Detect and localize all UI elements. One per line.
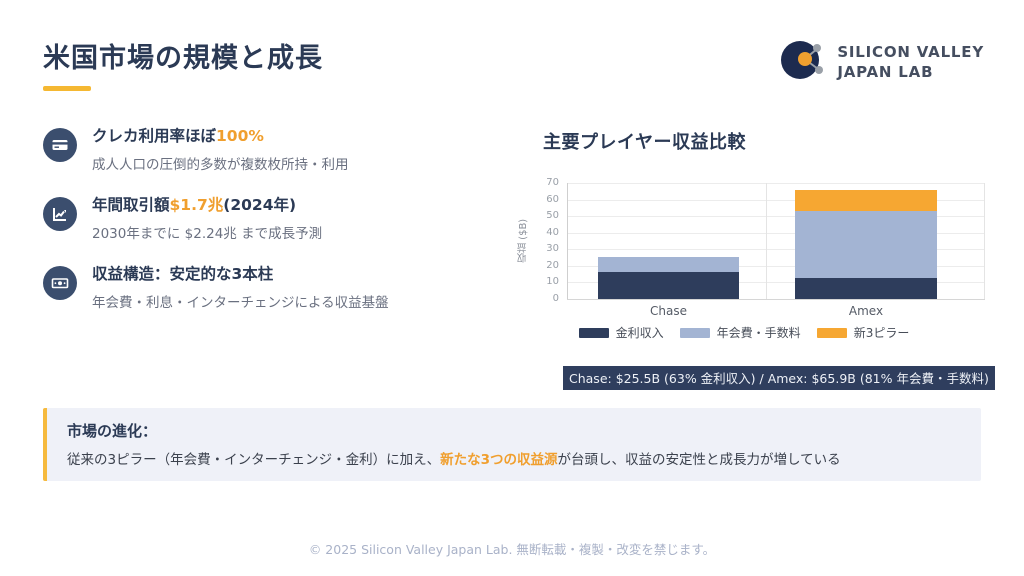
callout-body: 従来の3ピラー（年会費・インターチェンジ・金利）に加え、新たな3つの収益源が台頭…	[67, 448, 961, 468]
vertical-gridline	[766, 183, 767, 299]
legend-swatch	[578, 327, 609, 338]
gridline-10	[567, 282, 985, 284]
y-tick-60: 60	[546, 193, 559, 205]
feature-title-highlight: $1.7兆	[169, 196, 224, 215]
bar-segment	[795, 189, 937, 211]
gridline-50	[567, 216, 985, 218]
y-tick-30: 30	[546, 243, 559, 255]
chart-legend: 金利収入 年会費・手数料 新3ピラー	[535, 324, 953, 341]
bar-segment	[598, 272, 739, 299]
x-tick-chase: Chase	[650, 304, 687, 318]
gridline-20	[567, 265, 985, 267]
feature-title: 年間取引額$1.7兆(2024年)	[92, 195, 322, 215]
bar-segment	[795, 210, 937, 279]
feature-credit-card-usage: クレカ利用率ほぼ100% 成人人口の圧倒的多数が複数枚所持・利用	[43, 126, 493, 173]
logo: SILICON VALLEY JAPAN LAB	[779, 36, 984, 88]
chart-title: 主要プレイヤー収益比較	[543, 132, 746, 153]
legend-label: 新3ピラー	[853, 326, 910, 340]
feature-text: 収益構造：安定的な3本柱 年会費・利息・インターチェンジによる収益基盤	[92, 264, 389, 311]
y-tick-20: 20	[546, 259, 559, 271]
revenue-bar-chart: Chase Amex	[567, 183, 985, 318]
trend-chart-icon	[43, 197, 77, 232]
bar-segment	[598, 256, 739, 273]
gridline-30	[567, 249, 985, 251]
market-evolution-callout: 市場の進化： 従来の3ピラー（年会費・インターチェンジ・金利）に加え、新たな3つ…	[43, 408, 981, 481]
y-axis-line	[567, 183, 568, 299]
bar-chase	[598, 256, 739, 299]
feature-title-suffix: (2024年)	[223, 196, 297, 215]
legend-item: 新3ピラー	[816, 324, 910, 341]
bar-amex	[795, 189, 937, 299]
feature-title-highlight: 100%	[216, 127, 264, 145]
gridline-0	[567, 299, 985, 300]
legend-label: 金利収入	[615, 326, 664, 340]
y-axis-ticks: 0 10 20 30 40 50 60 70	[533, 177, 559, 304]
y-tick-40: 40	[546, 226, 559, 238]
feature-title-text: 年間取引額	[92, 196, 170, 215]
feature-subtitle: 2030年までに $2.24兆 まで成長予測	[92, 226, 323, 243]
x-tick-amex: Amex	[848, 304, 884, 318]
callout-title: 市場の進化：	[67, 422, 158, 440]
y-tick-0: 0	[552, 293, 559, 304]
feature-title-text: 収益構造：安定的な3本柱	[92, 265, 274, 284]
feature-subtitle: 成人人口の圧倒的多数が複数枚所持・利用	[92, 157, 349, 174]
feature-revenue-structure: 収益構造：安定的な3本柱 年会費・利息・インターチェンジによる収益基盤	[43, 264, 493, 311]
feature-list: クレカ利用率ほぼ100% 成人人口の圧倒的多数が複数枚所持・利用 年間取引額$1…	[43, 126, 493, 333]
chart-caption: Chase: $25.5B (63% 金利収入) / Amex: $65.9B …	[563, 366, 995, 390]
feature-text: クレカ利用率ほぼ100% 成人人口の圧倒的多数が複数枚所持・利用	[92, 126, 349, 173]
callout-body-suffix: が台頭し、収益の安定性と成長力が増している	[557, 452, 841, 468]
bar-segment	[795, 278, 937, 299]
credit-card-icon	[43, 128, 77, 162]
feature-title: 収益構造：安定的な3本柱	[92, 264, 389, 284]
feature-text: 年間取引額$1.7兆(2024年) 2030年までに $2.24兆 まで成長予測	[92, 195, 322, 242]
copyright-footer: © 2025 Silicon Valley Japan Lab. 無断転載・複製…	[308, 542, 716, 557]
feature-subtitle: 年会費・利息・インターチェンジによる収益基盤	[92, 295, 389, 312]
vertical-gridline	[984, 183, 985, 299]
y-tick-70: 70	[546, 177, 559, 188]
legend-label: 年会費・手数料	[716, 326, 801, 340]
legend-item: 金利収入	[578, 324, 664, 341]
callout-body-text: 従来の3ピラー（年会費・インターチェンジ・金利）に加え、	[67, 452, 441, 468]
legend-swatch	[816, 327, 847, 338]
y-tick-10: 10	[546, 276, 559, 288]
money-bill-icon	[43, 266, 77, 301]
gridline-40	[567, 232, 985, 234]
y-axis-label: 収益 ($B)	[518, 218, 529, 264]
legend-swatch	[679, 327, 710, 338]
feature-title: クレカ利用率ほぼ100%	[92, 126, 349, 146]
page-title: 米国市場の規模と成長	[43, 43, 323, 74]
callout-body-highlight: 新たな3つの収益源	[440, 452, 558, 468]
y-tick-50: 50	[546, 210, 559, 222]
title-underline	[43, 86, 91, 91]
feature-title-text: クレカ利用率ほぼ	[92, 127, 217, 145]
logo-line2: JAPAN LAB	[837, 63, 934, 81]
gridline-70	[567, 183, 985, 184]
legend-item: 年会費・手数料	[679, 324, 801, 341]
logo-text: SILICON VALLEY JAPAN LAB	[837, 42, 984, 83]
logo-line1: SILICON VALLEY	[837, 42, 984, 61]
gridline-60	[567, 199, 985, 201]
logo-network-icon	[779, 36, 827, 88]
feature-annual-volume: 年間取引額$1.7兆(2024年) 2030年までに $2.24兆 まで成長予測	[43, 195, 493, 242]
